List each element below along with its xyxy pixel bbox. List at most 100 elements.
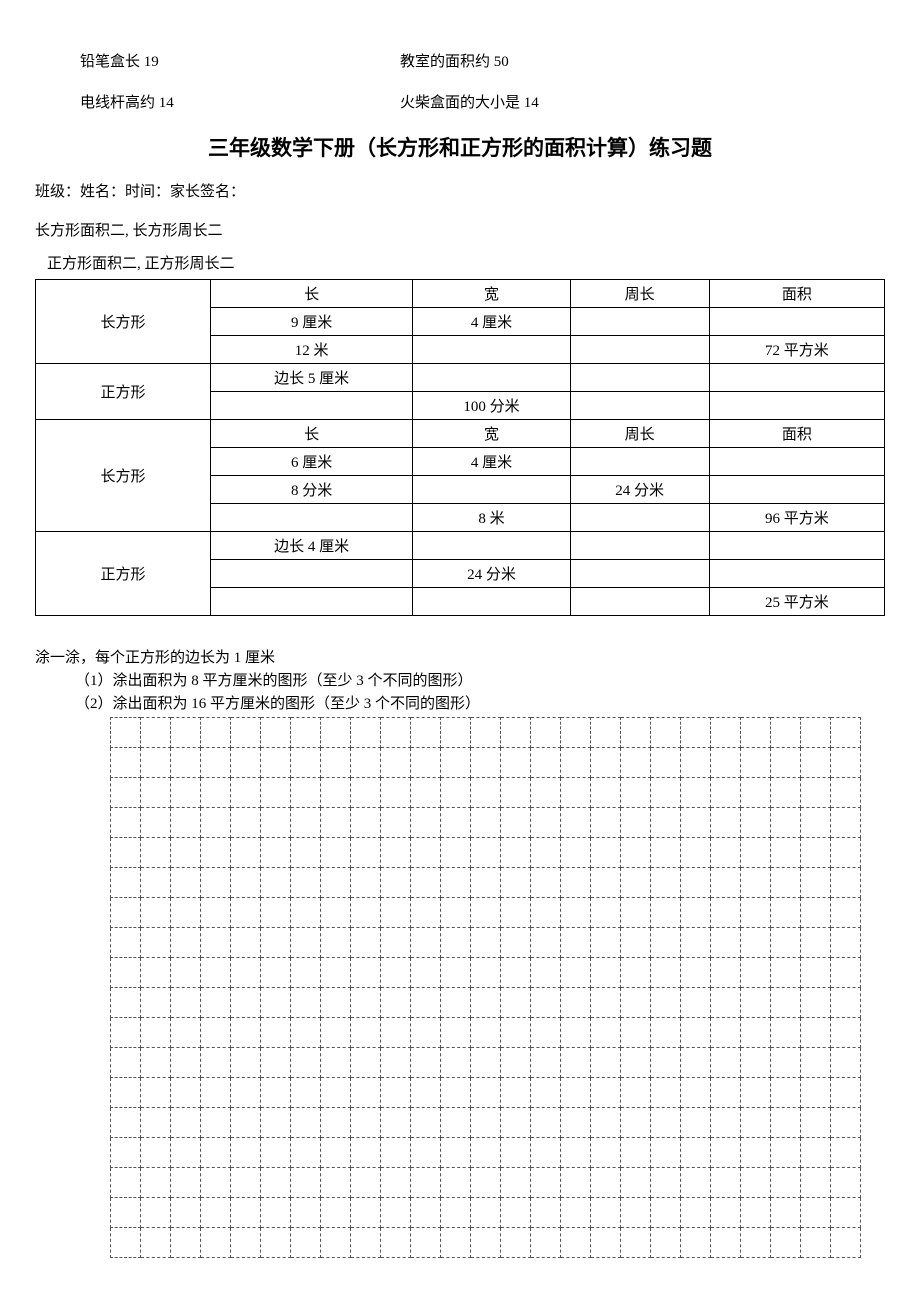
grid-cell xyxy=(651,1078,681,1108)
grid-cell xyxy=(321,838,351,868)
grid-cell xyxy=(231,928,261,958)
cell: 72 平方米 xyxy=(709,336,884,364)
grid-cell xyxy=(621,748,651,778)
grid-cell xyxy=(291,1108,321,1138)
grid-cell xyxy=(201,838,231,868)
grid-cell xyxy=(411,1018,441,1048)
grid-cell xyxy=(681,1078,711,1108)
grid-cell xyxy=(651,1198,681,1228)
grid-cell xyxy=(201,748,231,778)
grid-cell xyxy=(741,928,771,958)
grid-cell xyxy=(651,1048,681,1078)
grid-cell xyxy=(171,1048,201,1078)
grid-cell xyxy=(501,1108,531,1138)
grid-cell xyxy=(681,1108,711,1138)
grid-cell xyxy=(471,1048,501,1078)
grid-cell xyxy=(831,868,861,898)
grid-cell xyxy=(471,868,501,898)
grid-cell xyxy=(591,958,621,988)
grid-cell xyxy=(111,988,141,1018)
grid-cell xyxy=(231,1198,261,1228)
grid-cell xyxy=(471,1108,501,1138)
cell xyxy=(709,392,884,420)
cell xyxy=(709,476,884,504)
grid-cell xyxy=(111,1108,141,1138)
grid-cell xyxy=(711,1048,741,1078)
grid-cell xyxy=(261,1138,291,1168)
grid-cell xyxy=(501,898,531,928)
grid-cell xyxy=(201,898,231,928)
grid-cell xyxy=(261,988,291,1018)
header-width-1: 宽 xyxy=(413,280,570,308)
grid-cell xyxy=(351,958,381,988)
grid-cell xyxy=(831,748,861,778)
grid-cell xyxy=(141,1168,171,1198)
grid-row xyxy=(111,1228,861,1258)
grid-cell xyxy=(621,868,651,898)
grid-cell xyxy=(201,1198,231,1228)
grid-cell xyxy=(381,748,411,778)
grid-cell xyxy=(801,1138,831,1168)
header-length-2: 长 xyxy=(211,420,413,448)
grid-cell xyxy=(681,748,711,778)
grid-cell xyxy=(651,778,681,808)
grid-cell xyxy=(141,958,171,988)
grid-cell xyxy=(501,928,531,958)
grid-cell xyxy=(261,868,291,898)
grid-cell xyxy=(141,988,171,1018)
grid-cell xyxy=(831,1108,861,1138)
grid-cell xyxy=(471,1198,501,1228)
grid-cell xyxy=(711,958,741,988)
grid-cell xyxy=(531,928,561,958)
grid-cell xyxy=(831,1168,861,1198)
grid-cell xyxy=(621,928,651,958)
grid-cell xyxy=(801,748,831,778)
grid-cell xyxy=(201,1138,231,1168)
grid-cell xyxy=(141,868,171,898)
grid-cell xyxy=(411,778,441,808)
grid-cell xyxy=(111,838,141,868)
grid-cell xyxy=(441,808,471,838)
grid-cell xyxy=(141,748,171,778)
grid-cell xyxy=(381,1018,411,1048)
grid-cell xyxy=(171,1108,201,1138)
grid-cell xyxy=(321,748,351,778)
grid-cell xyxy=(351,808,381,838)
grid-cell xyxy=(441,1018,471,1048)
header-perimeter-1: 周长 xyxy=(570,280,709,308)
grid-row xyxy=(111,808,861,838)
grid-cell xyxy=(291,1228,321,1258)
grid-cell xyxy=(741,1228,771,1258)
grid-cell xyxy=(531,868,561,898)
grid-cell xyxy=(501,808,531,838)
grid-cell xyxy=(321,988,351,1018)
grid-cell xyxy=(111,1018,141,1048)
grid-cell xyxy=(141,1048,171,1078)
grid-cell xyxy=(261,808,291,838)
grid-cell xyxy=(741,958,771,988)
page-title: 三年级数学下册（长方形和正方形的面积计算）练习题 xyxy=(35,132,885,162)
grid-cell xyxy=(531,958,561,988)
grid-cell xyxy=(771,988,801,1018)
grid-cell xyxy=(291,718,321,748)
grid-cell xyxy=(741,718,771,748)
grid-cell xyxy=(741,778,771,808)
grid-cell xyxy=(741,868,771,898)
grid-cell xyxy=(201,1228,231,1258)
grid-cell xyxy=(381,1138,411,1168)
grid-cell xyxy=(441,1228,471,1258)
grid-cell xyxy=(381,928,411,958)
grid-cell xyxy=(201,988,231,1018)
grid-row xyxy=(111,1018,861,1048)
grid-cell xyxy=(561,1018,591,1048)
grid-cell xyxy=(651,1138,681,1168)
grid-cell xyxy=(591,1018,621,1048)
grid-cell xyxy=(291,748,321,778)
cell xyxy=(570,532,709,560)
grid-cell xyxy=(741,808,771,838)
grid-cell xyxy=(411,1168,441,1198)
grid-cell xyxy=(591,1108,621,1138)
cell: 25 平方米 xyxy=(709,588,884,616)
grid-cell xyxy=(711,778,741,808)
grid-cell xyxy=(141,928,171,958)
